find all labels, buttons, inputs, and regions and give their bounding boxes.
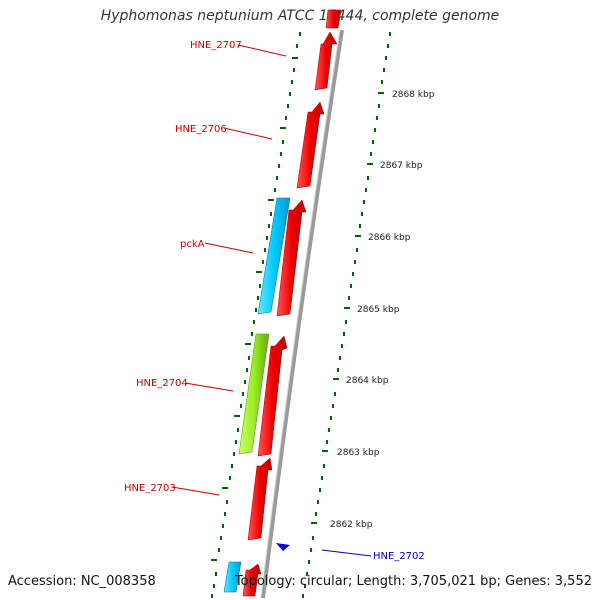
genome-backbone [261, 29, 344, 599]
genome-summary: Topology: circular; Length: 3,705,021 bp… [234, 574, 592, 589]
gene-hne-2704[interactable] [257, 335, 288, 457]
gene-cyan-bottom[interactable] [223, 561, 242, 593]
scale-label: 2868 kbp [392, 90, 435, 100]
scale-label: 2862 kbp [330, 520, 373, 530]
label-connectors [171, 44, 372, 557]
scale-labels: 2868 kbp 2867 kbp 2866 kbp 2865 kbp 2864… [330, 90, 435, 530]
gene-label: HNE_2706 [175, 124, 227, 135]
outer-scale-ticks [302, 32, 391, 598]
gene-hne-2704-green[interactable] [238, 333, 270, 455]
scale-label: 2866 kbp [368, 233, 411, 243]
gene-pcka[interactable] [257, 197, 291, 315]
scale-label: 2864 kbp [346, 376, 389, 386]
gene-label: HNE_2704 [136, 378, 188, 389]
gene-hne-2701[interactable] [242, 563, 262, 597]
inner-scale-ticks [211, 32, 301, 598]
gene-label: HNE_2703 [124, 483, 176, 494]
gene-hne-2702[interactable] [276, 543, 290, 551]
gene-label: pckA [180, 239, 205, 250]
accession-text: Accession: NC_008358 [8, 574, 156, 589]
scale-label: 2863 kbp [337, 448, 380, 458]
gene-hne-2703[interactable] [247, 457, 273, 541]
scale-label: 2867 kbp [380, 161, 423, 171]
gene-labels: HNE_2707 HNE_2706 pckA HNE_2704 HNE_2703… [124, 40, 425, 562]
scale-label: 2865 kbp [357, 305, 400, 315]
gene-label: HNE_2702 [373, 551, 425, 562]
gene-pcka-red[interactable] [276, 199, 307, 317]
gene-label: HNE_2707 [190, 40, 242, 51]
gene-hne-2708[interactable] [325, 9, 342, 29]
gene-hne-2707[interactable] [314, 31, 338, 91]
genome-title: Hyphomonas neptunium ATCC 15444, complet… [100, 8, 500, 24]
gene-hne-2706[interactable] [296, 101, 325, 189]
